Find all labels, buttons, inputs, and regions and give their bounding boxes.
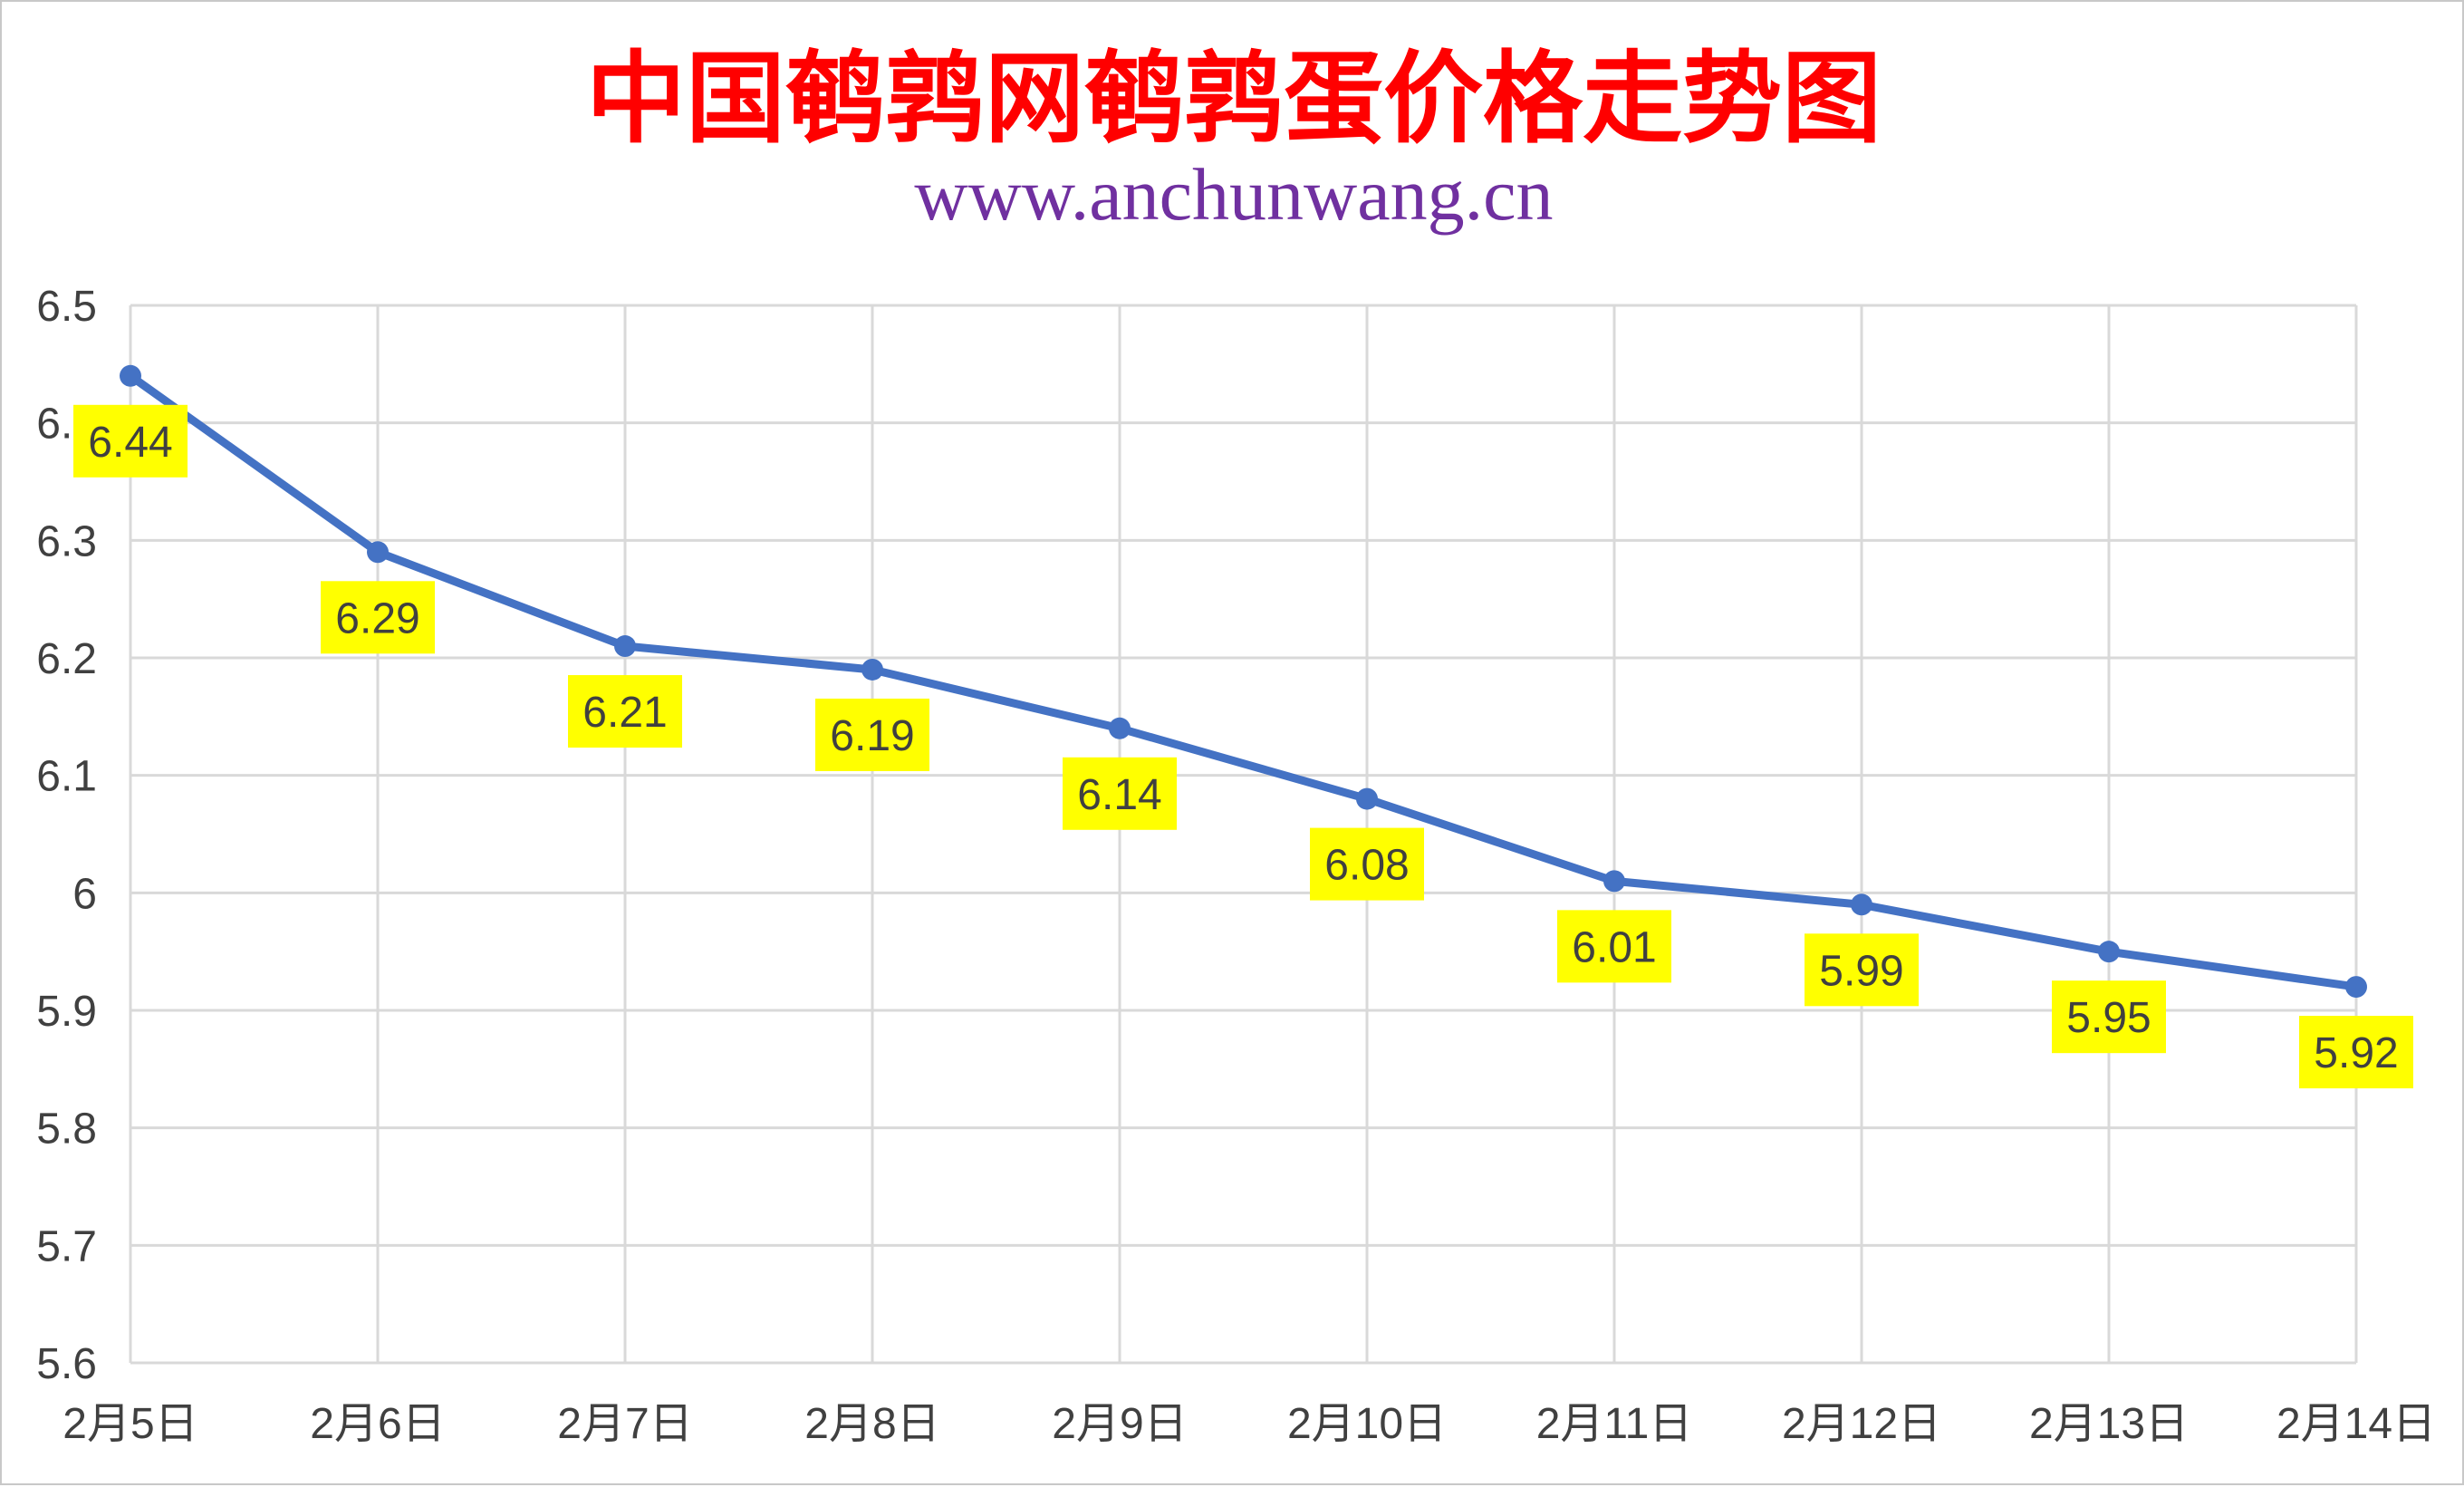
data-label-bg [73, 404, 188, 478]
data-label-bg [1557, 910, 1671, 983]
y-tick-label: 6 [72, 870, 97, 918]
x-tick-label: 2月12日 [1782, 1400, 1941, 1448]
x-tick-label: 2月5日 [63, 1400, 197, 1448]
y-tick-label: 6.3 [36, 517, 97, 565]
data-label: 5.99 [1819, 947, 1903, 995]
data-label-bg [2052, 980, 2166, 1054]
data-label-bg [815, 698, 929, 771]
data-label-bg [1310, 827, 1424, 901]
series-line [128, 372, 2357, 991]
data-point [614, 635, 636, 658]
data-label: 6.44 [88, 419, 172, 467]
data-label: 6.21 [582, 689, 667, 737]
chart-title: 中国鹌鹑网鹌鹑蛋价格走势图 [586, 40, 1882, 157]
data-label: 6.14 [1077, 771, 1161, 819]
y-tick-label: 5.7 [36, 1222, 97, 1270]
x-tick-label: 2月10日 [1287, 1400, 1447, 1448]
data-label: 5.92 [2314, 1029, 2398, 1077]
data-label-bg [2299, 1016, 2413, 1089]
y-tick-label: 6.2 [36, 635, 97, 683]
data-point [2098, 941, 2120, 963]
data-label-bg [1063, 757, 1177, 830]
data-label-bg [568, 675, 682, 748]
data-label: 5.95 [2066, 994, 2151, 1042]
data-point [1603, 870, 1625, 893]
data-point [861, 658, 883, 681]
x-tick-label: 2月14日 [2276, 1400, 2436, 1448]
y-tick-label: 5.6 [36, 1340, 97, 1388]
data-point [2345, 976, 2367, 999]
data-point [1109, 717, 1131, 739]
y-tick-label: 6.5 [36, 283, 97, 331]
x-tick-label: 2月6日 [310, 1400, 445, 1448]
x-tick-label: 2月13日 [2029, 1400, 2189, 1448]
data-point [120, 364, 141, 387]
x-tick-label: 2月8日 [804, 1400, 939, 1448]
data-label-bg [1805, 933, 1919, 1007]
y-tick-label: 6.1 [36, 753, 97, 801]
data-label: 6.29 [335, 594, 419, 642]
data-point [1851, 893, 1872, 916]
data-label-bg [321, 581, 435, 654]
chart-subtitle: www.anchunwang.cn [914, 153, 1553, 236]
x-tick-label: 2月9日 [1052, 1400, 1187, 1448]
data-label: 6.08 [1324, 842, 1409, 890]
data-label: 6.19 [830, 712, 914, 760]
x-tick-label: 2月7日 [557, 1400, 692, 1448]
data-point [367, 541, 389, 564]
y-tick-label: 5.8 [36, 1106, 97, 1154]
data-label: 6.01 [1572, 923, 1656, 971]
x-tick-label: 2月11日 [1536, 1400, 1693, 1448]
y-tick-label: 5.9 [36, 988, 97, 1036]
data-point [1356, 787, 1378, 810]
